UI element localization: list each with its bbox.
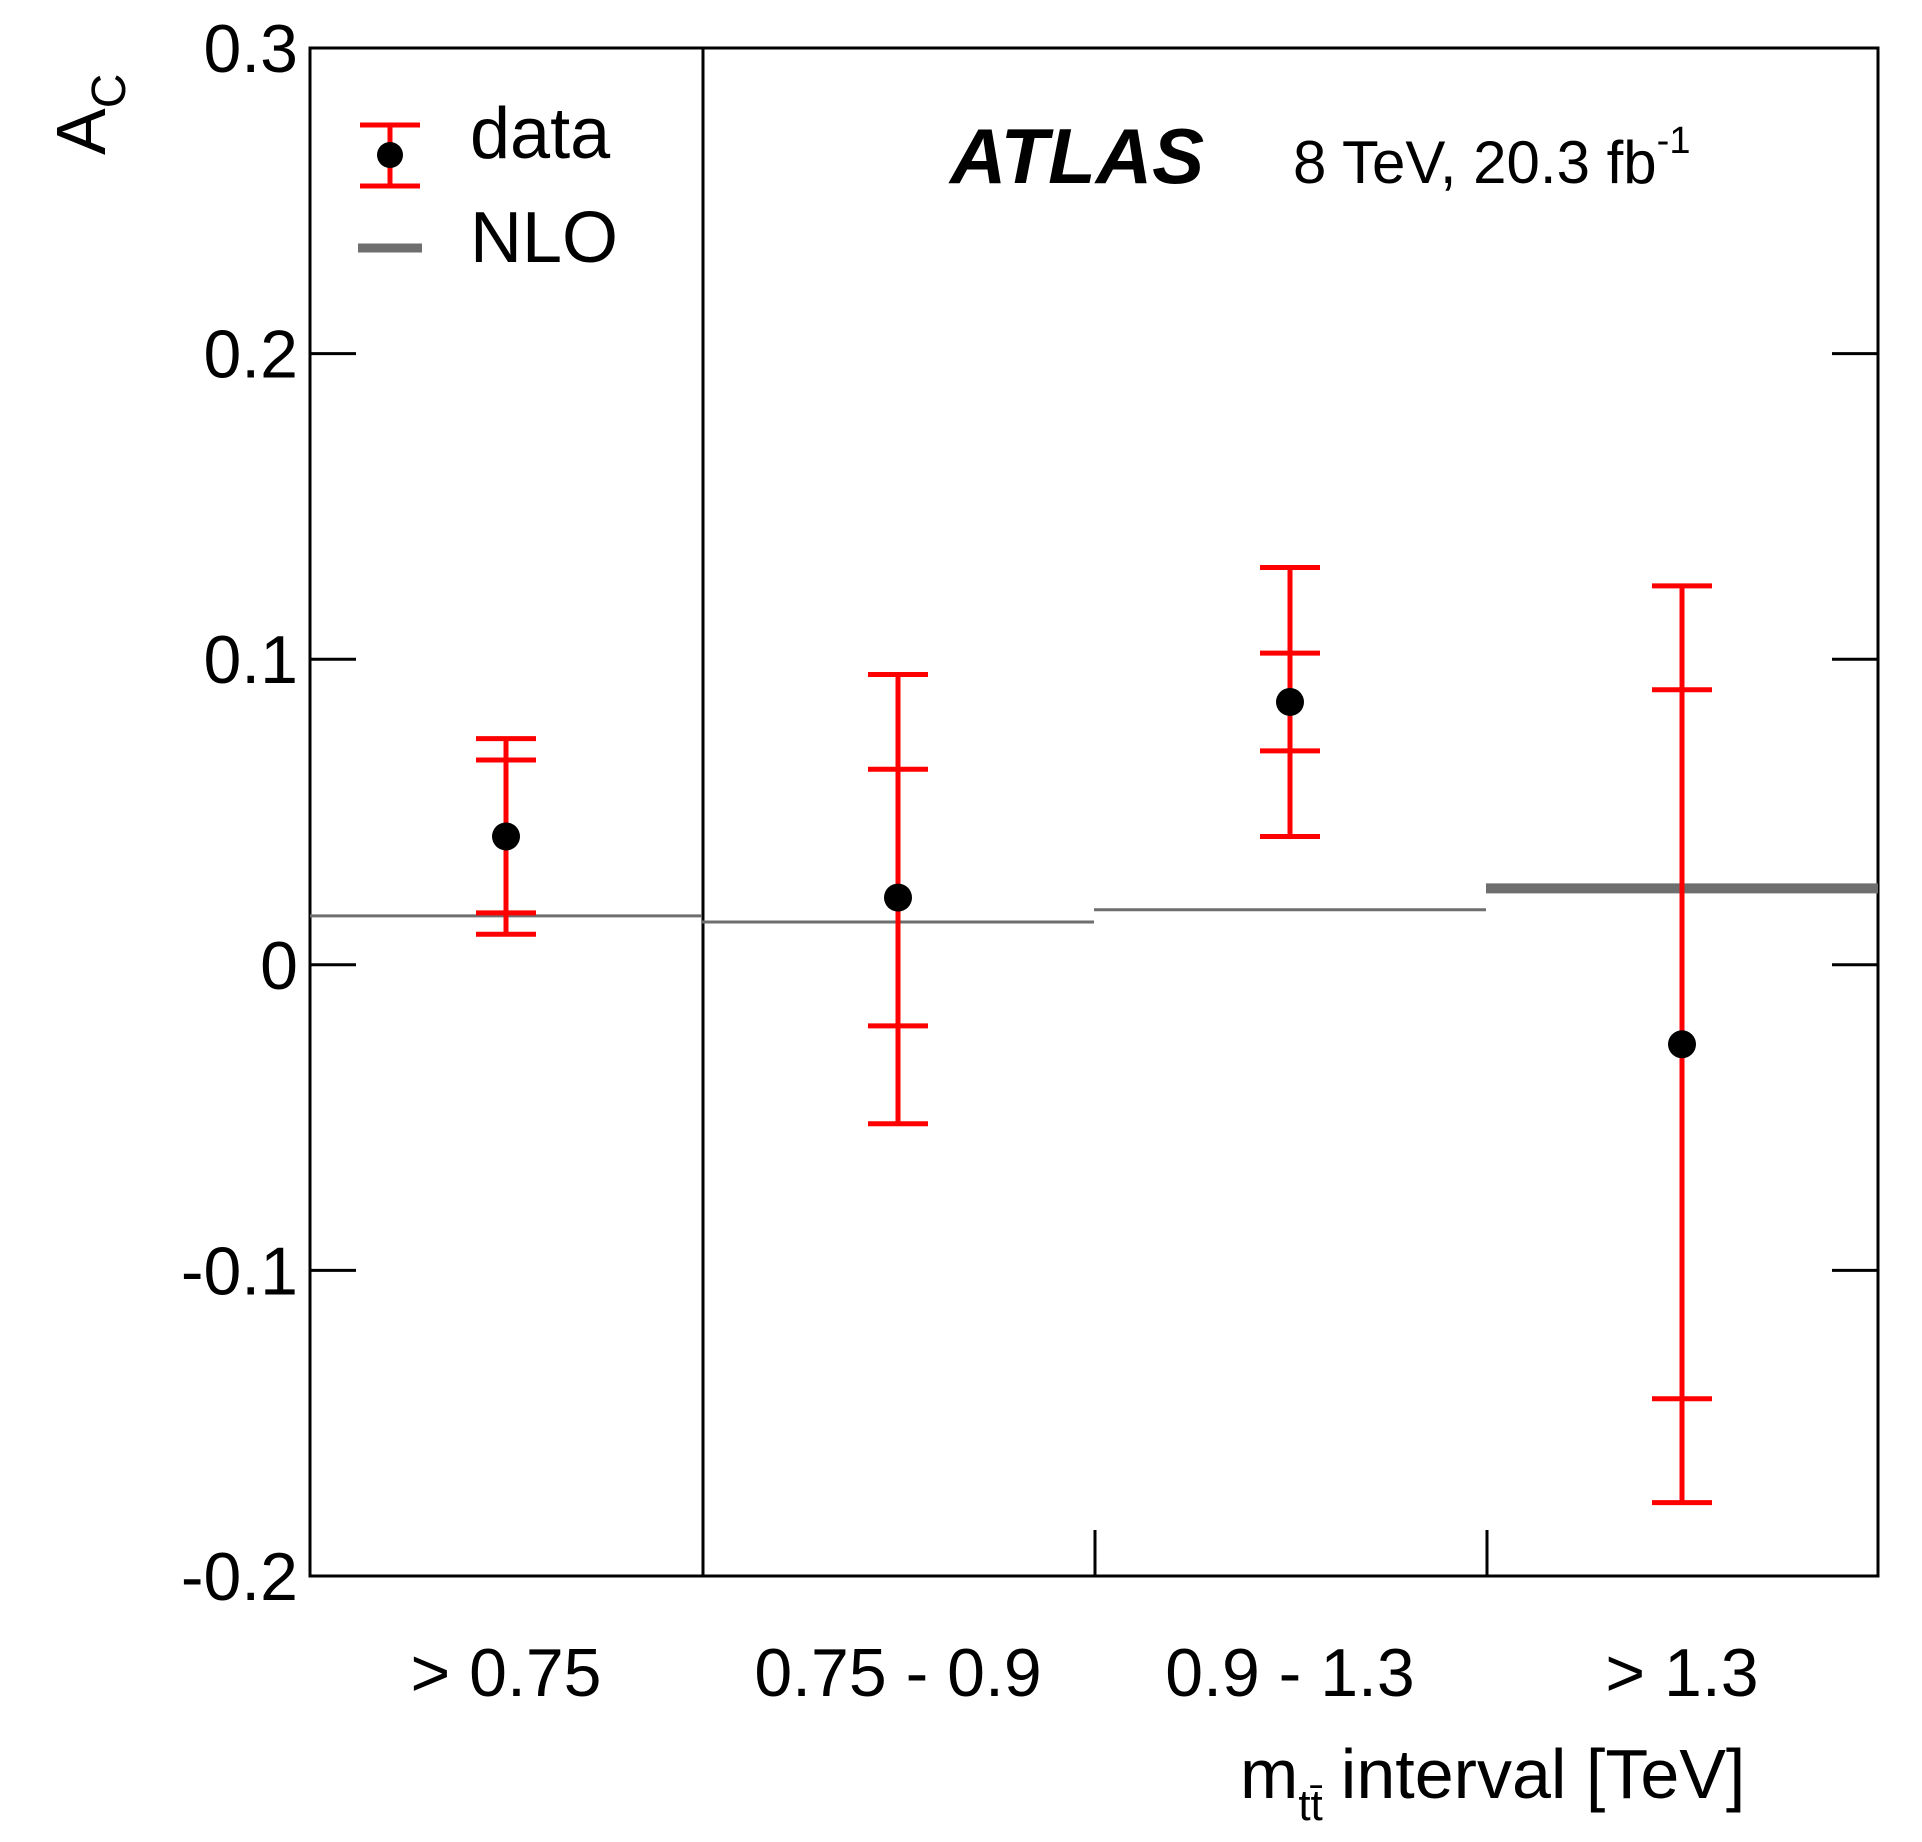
y-tick-label: 0.1 — [203, 622, 298, 698]
y-tick-label: -0.1 — [181, 1233, 298, 1309]
category-label: > 0.75 — [411, 1635, 602, 1711]
y-axis-title-subscript: C — [83, 74, 136, 109]
y-tick-label: 0 — [260, 928, 298, 1004]
category-boundary-ticks — [1093, 1530, 1489, 1576]
legend-data-marker — [377, 142, 403, 168]
category-labels: > 0.75 0.75 - 0.9 0.9 - 1.3 > 1.3 — [411, 1635, 1759, 1711]
x-axis-title-m: m — [1240, 1735, 1298, 1813]
category-label: 0.9 - 1.3 — [1165, 1635, 1415, 1711]
atlas-label: ATLAS — [948, 112, 1204, 200]
data-series — [476, 565, 1712, 1506]
y-axis-ticks: 0.3 0.2 0.1 0 -0.1 -0.2 — [181, 11, 1878, 1615]
x-axis-title-rest: interval [TeV] — [1341, 1735, 1746, 1813]
energy-lumi-text: 8 TeV, 20.3 fb — [1293, 129, 1657, 196]
y-tick-label: 0.3 — [203, 11, 298, 87]
category-label: 0.75 - 0.9 — [754, 1635, 1041, 1711]
energy-lumi-label: 8 TeV, 20.3 fb-1 — [1293, 120, 1690, 196]
legend-nlo-label: NLO — [470, 198, 618, 278]
legend: data NLO — [358, 94, 618, 278]
x-axis-title-subscript: tt̄ — [1298, 1781, 1322, 1830]
data-point — [1668, 1030, 1696, 1059]
data-point — [884, 883, 912, 912]
y-tick-label: -0.2 — [181, 1539, 298, 1615]
data-point — [1276, 687, 1304, 716]
y-tick-label: 0.2 — [203, 317, 298, 393]
lumi-exponent: -1 — [1657, 120, 1691, 162]
y-axis-title: AC — [42, 74, 136, 155]
y-axis-title-main: A — [42, 108, 120, 155]
legend-data-label: data — [470, 94, 611, 174]
x-axis-title: mtt̄ interval [TeV] — [1240, 1735, 1745, 1830]
svg-text:AC: AC — [42, 74, 136, 155]
category-label: > 1.3 — [1605, 1635, 1758, 1711]
data-point — [492, 822, 520, 851]
nlo-series — [310, 883, 1878, 924]
